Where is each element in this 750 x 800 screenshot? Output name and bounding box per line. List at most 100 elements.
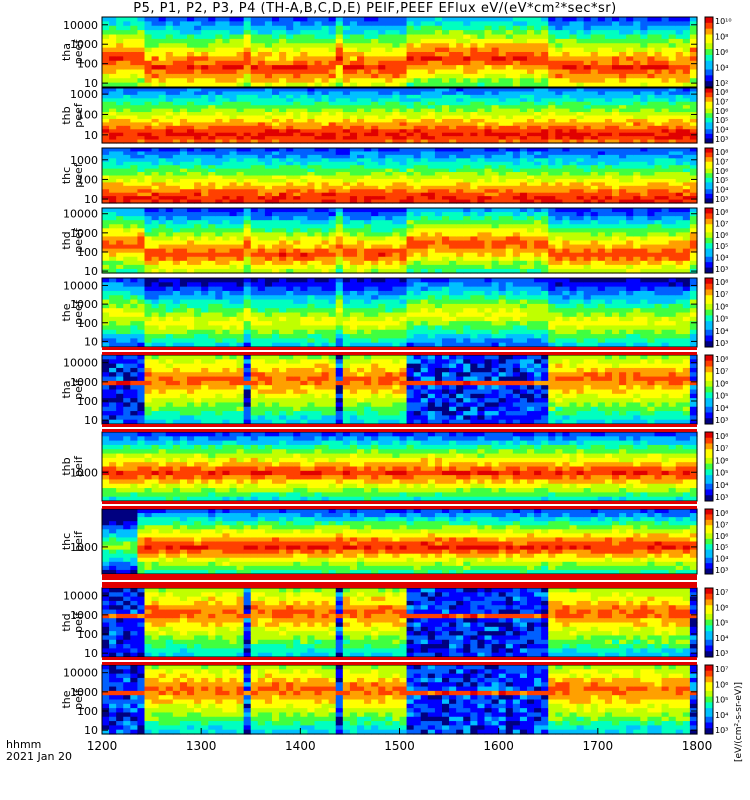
heatmap-cell [569,108,578,113]
heatmap-cell [286,178,294,183]
heatmap-cell [272,88,280,93]
heatmap-cell [321,69,330,75]
heatmap-cell [137,108,146,113]
heatmap-cell [612,43,620,49]
heatmap-cell [541,199,549,204]
heatmap-cell [612,178,620,183]
heatmap-cell [215,30,224,36]
heatmap-cell [116,136,124,141]
heatmap-cell [151,148,160,153]
heatmap-cell [385,232,394,238]
heatmap-cell [392,178,401,183]
heatmap-cell [243,175,252,180]
heatmap-cell [187,139,195,144]
heatmap-cell [130,65,139,71]
heatmap-cell [357,248,365,254]
heatmap-cell [222,21,231,27]
heatmap-cell [612,17,620,22]
colorbar-swatch [705,157,713,160]
heatmap-cell [555,136,564,141]
heatmap-cell [229,244,238,250]
heatmap-cell [328,256,337,262]
heatmap-cell [286,228,294,233]
heatmap-cell [208,91,216,96]
heatmap-cell [597,151,606,156]
heatmap-cell [597,105,606,110]
heatmap-cell [399,189,408,194]
heatmap-cell [229,56,238,62]
heatmap-cell [349,192,358,197]
heatmap-cell [158,139,167,144]
heatmap-cell [286,252,294,258]
heatmap-cell [569,17,578,22]
heatmap-cell [215,91,224,96]
heatmap-cell [236,132,245,137]
heatmap-cell [314,43,323,49]
heatmap-cell [640,148,649,153]
heatmap-cell [123,189,131,194]
heatmap-cell [527,21,535,27]
heatmap-cell [668,25,677,31]
heatmap-cell [314,148,323,153]
heatmap-cell [583,185,592,190]
heatmap-cell [321,52,330,57]
heatmap-cell [449,240,457,246]
heatmap-cell [406,192,415,197]
heatmap-cell [158,21,167,27]
heatmap-cell [562,175,571,180]
heatmap-cell [590,151,599,156]
heatmap-cell [583,125,592,130]
heatmap-cell [519,25,528,31]
heatmap-cell [165,151,174,156]
heatmap-cell [647,47,656,53]
heatmap-cell [151,256,160,262]
heatmap-cell [378,108,386,113]
heatmap-cell [399,82,408,88]
heatmap-cell [661,158,670,163]
heatmap-cell [420,182,429,187]
heatmap-cell [201,268,209,274]
heatmap-cell [123,252,131,258]
heatmap-cell [215,220,224,225]
heatmap-cell [612,73,620,79]
heatmap-cell [286,60,294,66]
heatmap-cell [137,105,146,110]
heatmap-cell [413,115,422,120]
heatmap-cell [172,178,181,183]
heatmap-cell [179,34,188,40]
heatmap-cell [399,115,408,120]
heatmap-cell [215,151,224,156]
heatmap-cell [102,34,110,40]
heatmap-cell [342,94,351,99]
heatmap-cell [236,244,245,250]
heatmap-cell [498,168,507,173]
heatmap-cell [335,236,344,242]
heatmap-cell [534,43,542,49]
heatmap-cell [427,220,436,225]
heatmap-cell [534,47,542,53]
heatmap-cell [456,82,464,88]
heatmap-cell [661,98,670,103]
heatmap-cell [371,129,379,134]
heatmap-cell [222,65,231,71]
heatmap-cell [406,136,415,141]
heatmap-cell [612,21,620,27]
heatmap-cell [102,182,110,187]
heatmap-cell [194,175,202,180]
heatmap-cell [236,125,245,130]
heatmap-cell [682,112,691,117]
heatmap-cell [349,115,358,120]
heatmap-cell [109,216,117,221]
heatmap-cell [541,112,549,117]
heatmap-cell [576,30,585,36]
heatmap-cell [286,101,294,106]
heatmap-cell [512,161,521,166]
heatmap-cell [612,161,620,166]
heatmap-cell [371,182,379,187]
heatmap-cell [661,139,670,144]
heatmap-cell [293,154,301,159]
heatmap-cell [399,224,408,229]
heatmap-cell [165,25,174,31]
heatmap-cell [519,73,528,79]
heatmap-cell [633,122,641,127]
